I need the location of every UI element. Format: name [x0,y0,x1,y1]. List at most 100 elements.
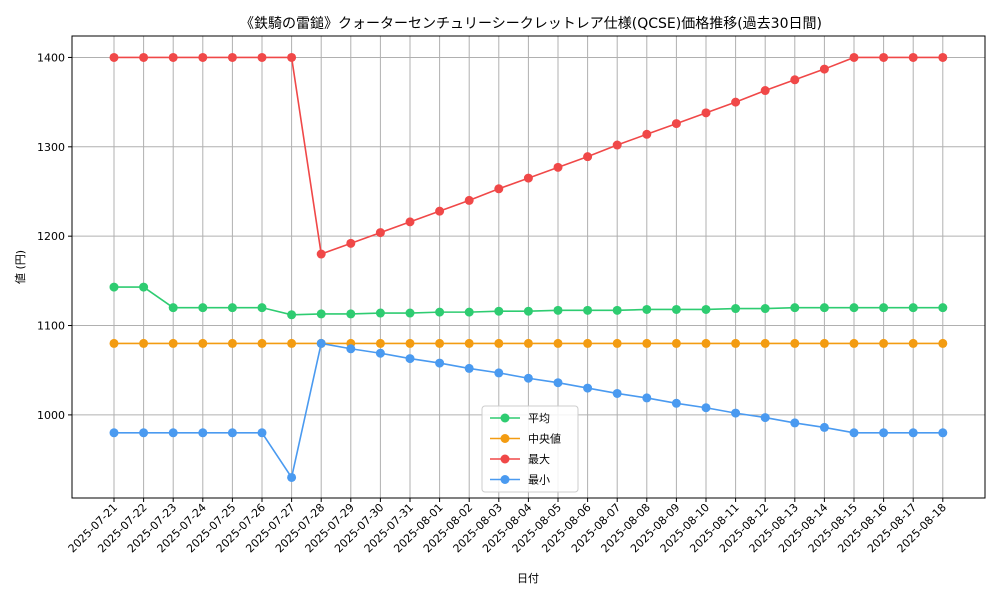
data-point [257,303,267,313]
data-point [731,338,741,348]
chart-title: 《鉄騎の雷鎚》クォーターセンチュリーシークレットレア仕様(QCSE)価格推移(過… [240,16,822,32]
data-point [612,305,622,315]
y-tick-label: 1000 [37,409,65,422]
data-point [405,308,415,318]
data-point [405,217,415,227]
data-point [109,52,119,62]
data-point [227,428,237,438]
data-point [168,338,178,348]
data-point [435,307,445,317]
y-tick-label: 1100 [37,320,65,333]
data-point [198,428,208,438]
data-point [168,303,178,313]
data-point [494,368,504,378]
data-point [168,52,178,62]
data-point [790,338,800,348]
data-point [908,52,918,62]
data-point [227,338,237,348]
data-point [346,238,356,248]
data-point [701,403,711,413]
data-point [316,249,326,259]
data-point [879,52,889,62]
data-point [642,129,652,139]
x-axis-label: 日付 [517,572,539,585]
data-point [701,304,711,314]
data-point [671,119,681,129]
legend-label: 最小 [528,474,550,487]
data-point [523,306,533,316]
data-point [375,308,385,318]
data-point [938,338,948,348]
data-point [139,428,149,438]
data-point [583,383,593,393]
series-1 [109,338,948,348]
data-point [168,428,178,438]
series-3 [109,338,948,482]
data-point [612,388,622,398]
data-point [346,344,356,354]
data-point [464,195,474,205]
data-point [375,228,385,238]
data-point [938,303,948,313]
data-point [790,418,800,428]
data-point [849,52,859,62]
legend-box [481,405,579,493]
y-axis-label: 値 (円) [14,250,27,284]
data-point [583,152,593,162]
data-point [257,428,267,438]
data-point [494,306,504,316]
data-point [375,338,385,348]
data-point [642,338,652,348]
data-point [583,338,593,348]
data-point [523,338,533,348]
data-point [701,108,711,118]
data-point [316,338,326,348]
data-point [375,348,385,358]
data-point [553,378,563,388]
data-point [287,310,297,320]
data-point [553,338,563,348]
data-point [908,338,918,348]
data-point [464,363,474,373]
data-point [227,303,237,313]
data-point [701,338,711,348]
data-point [464,338,474,348]
data-point [553,305,563,315]
legend-marker [500,475,510,484]
data-point [908,428,918,438]
x-axis: 2025-07-212025-07-222025-07-232025-07-24… [66,498,949,555]
data-point [849,338,859,348]
data-point [287,338,297,348]
y-tick-label: 1400 [37,51,65,64]
data-point [790,303,800,313]
data-point [760,413,770,423]
data-point [819,338,829,348]
data-point [760,338,770,348]
data-point [819,422,829,432]
data-point [938,428,948,438]
data-point [879,303,889,313]
data-point [612,338,622,348]
data-point [671,338,681,348]
data-point [405,338,415,348]
data-point [346,309,356,319]
data-point [760,86,770,96]
data-point [731,408,741,418]
data-point [109,338,119,348]
data-point [109,428,119,438]
legend-marker [500,434,510,443]
data-point [198,303,208,313]
data-point [139,338,149,348]
series-0 [109,282,948,320]
data-point [257,338,267,348]
data-point [523,373,533,383]
data-point [849,303,859,313]
data-point [819,64,829,74]
legend-label: 最大 [528,452,550,466]
data-point [879,428,889,438]
data-point [731,304,741,314]
legend-marker [500,454,510,464]
